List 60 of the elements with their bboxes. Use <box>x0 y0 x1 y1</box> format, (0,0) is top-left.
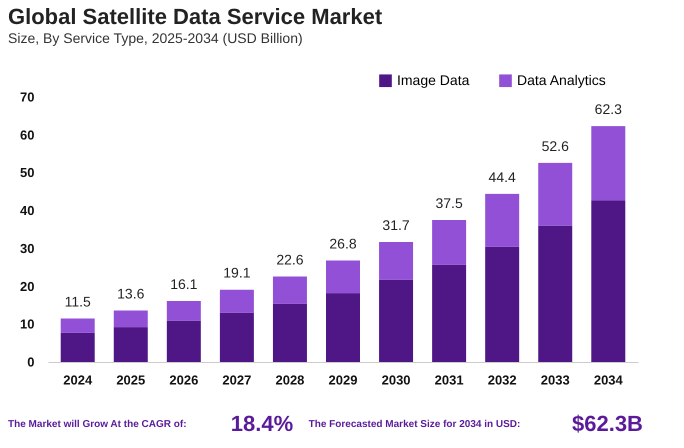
bar <box>591 126 626 200</box>
total-label: 13.6 <box>117 286 145 302</box>
bar <box>114 310 148 328</box>
x-tick-label: 2025 <box>116 372 146 388</box>
bar <box>379 242 414 280</box>
total-label: 52.6 <box>542 138 570 154</box>
chart-subtitle: Size, By Service Type, 2025-2034 (USD Billion) <box>8 30 303 46</box>
x-tick-label: 2026 <box>169 372 198 388</box>
y-tick-label: 20 <box>20 278 34 294</box>
total-label: 16.1 <box>170 276 198 292</box>
total-label: 19.1 <box>223 264 251 281</box>
total-label: 37.5 <box>435 195 463 212</box>
total-label: 44.4 <box>488 168 516 185</box>
y-tick-label: 30 <box>20 240 34 256</box>
y-tick-label: 50 <box>20 165 34 180</box>
bar <box>220 312 254 362</box>
text: $62.3B <box>572 411 643 436</box>
x-tick-label: 2028 <box>275 372 304 388</box>
total-label: 31.7 <box>382 216 410 233</box>
bar <box>114 327 148 362</box>
legend-label: Data Analytics <box>517 72 606 88</box>
bar <box>220 290 254 313</box>
x-tick-label: 2033 <box>540 372 570 388</box>
bar <box>166 320 201 362</box>
bar <box>432 220 466 265</box>
x-tick-label: 2024 <box>63 372 93 388</box>
bar <box>60 318 95 333</box>
bar <box>485 246 520 362</box>
bar <box>166 301 201 321</box>
y-tick-label: 10 <box>20 316 34 332</box>
y-tick-label: 70 <box>20 90 34 104</box>
x-tick-label: 2030 <box>382 372 411 388</box>
bar <box>538 162 572 226</box>
x-tick-label: 2031 <box>434 372 464 388</box>
bar <box>326 260 360 294</box>
y-tick-label: 40 <box>20 203 34 218</box>
x-tick-label: 2034 <box>594 372 624 388</box>
bar <box>432 264 466 362</box>
bar <box>326 293 360 362</box>
text: The Forecasted Market Size for 2034 in USD: <box>308 419 520 430</box>
bar <box>538 226 572 362</box>
total-label: 11.5 <box>64 293 92 310</box>
bar <box>60 332 95 362</box>
bar <box>272 304 307 362</box>
bar <box>379 280 414 362</box>
chart-title: Global Satellite Data Service Market <box>8 4 383 29</box>
y-tick-label: 0 <box>27 354 34 370</box>
legend-label: Image Data <box>397 72 470 88</box>
x-tick-label: 2027 <box>222 372 252 388</box>
x-tick-label: 2029 <box>328 372 358 388</box>
bar <box>485 194 520 247</box>
bar <box>272 276 307 304</box>
total-label: 62.3 <box>594 101 622 118</box>
text: The Market will Grow At the CAGR of: <box>8 419 187 430</box>
total-label: 26.8 <box>329 236 357 252</box>
x-tick-label: 2032 <box>488 372 517 388</box>
y-tick-label: 60 <box>20 127 34 142</box>
text: 18.4% <box>230 411 294 436</box>
bar <box>591 200 626 362</box>
total-label: 22.6 <box>276 251 304 268</box>
